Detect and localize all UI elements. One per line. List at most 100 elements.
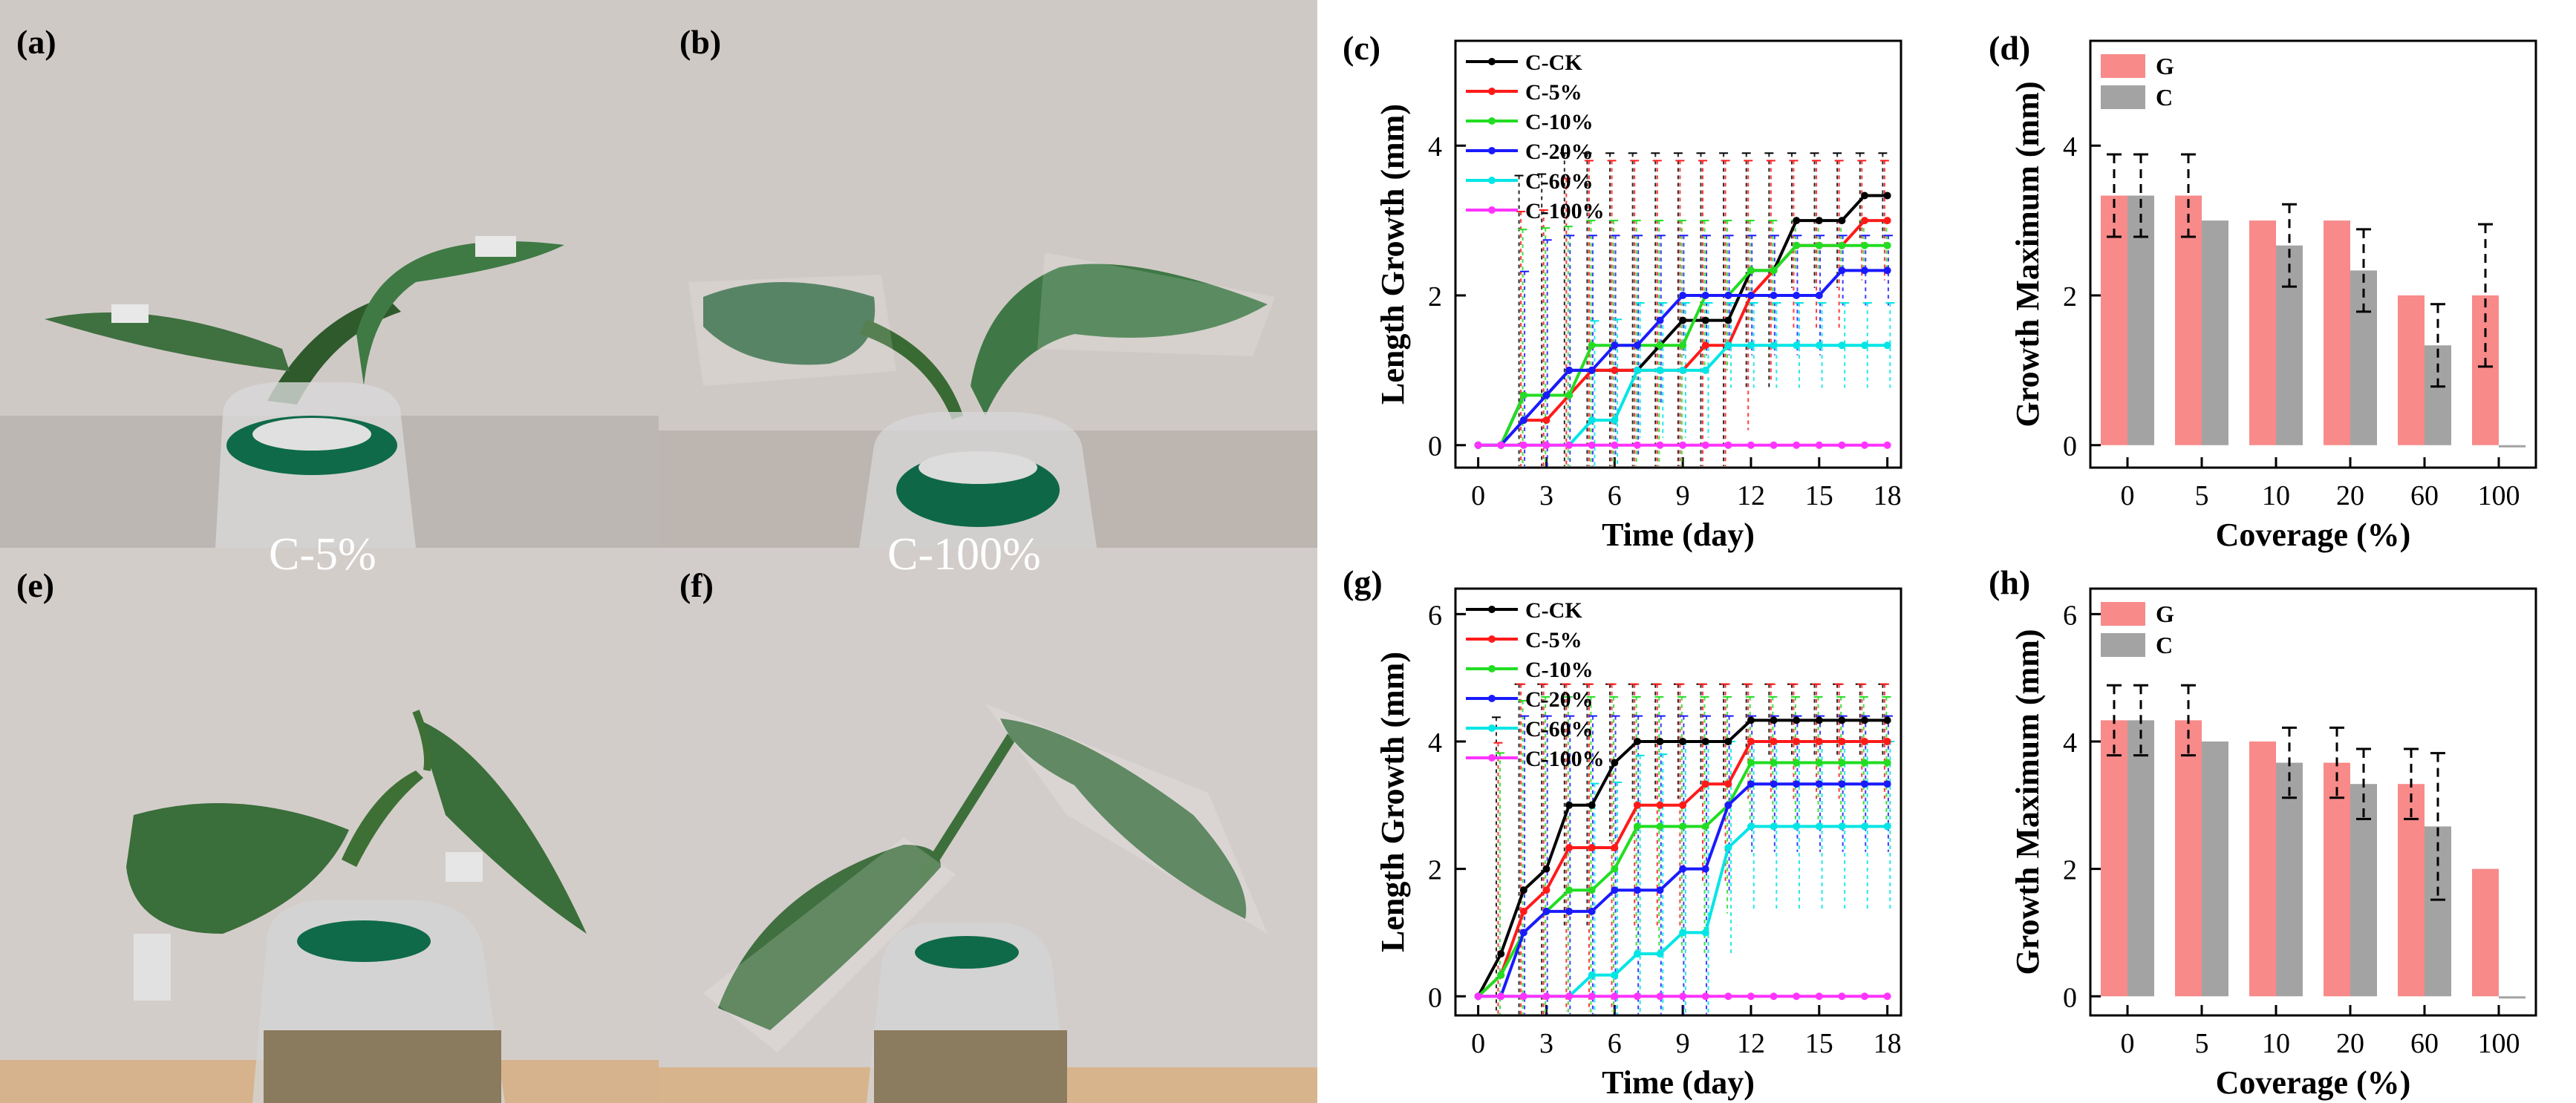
x-tick-label: 9 <box>1676 1028 1690 1059</box>
chart-c: 0 2 4 Length Growth (mm) Time (day) 0 3 6 9 12 15 1… <box>1322 0 1938 553</box>
series-line-C-60pct <box>1478 825 1888 998</box>
data-point <box>1724 801 1732 809</box>
data-point <box>1519 886 1527 894</box>
bar-G-60 <box>2398 295 2425 445</box>
data-point <box>1838 217 1846 225</box>
data-point <box>1770 266 1778 275</box>
x-tick-label: 20 <box>2336 480 2364 511</box>
data-point <box>1838 822 1846 831</box>
legend-swatch <box>2101 633 2145 657</box>
legend-marker <box>1488 177 1496 184</box>
x-tick-label: 15 <box>1805 480 1833 511</box>
photo-e <box>0 548 659 1103</box>
x-axis-label: Time (day) <box>1602 1064 1755 1101</box>
bar-C-20 <box>2350 270 2377 445</box>
data-point <box>1519 929 1527 937</box>
legend-label: C-20% <box>1525 140 1594 164</box>
legend-swatch <box>2101 85 2145 109</box>
data-point <box>1565 366 1574 374</box>
legend-marker <box>1488 724 1496 732</box>
data-point <box>1747 291 1755 299</box>
legend-label: C <box>2156 84 2173 111</box>
x-axis-label: Coverage (%) <box>2216 1064 2411 1101</box>
data-point <box>1815 341 1823 350</box>
data-point <box>1861 992 1869 1001</box>
x-tick-label: 0 <box>1471 480 1485 511</box>
photo-a <box>0 0 659 548</box>
data-point <box>1701 316 1709 324</box>
y-tick-label: 2 <box>2063 855 2077 886</box>
data-point <box>1838 759 1846 767</box>
x-tick-label: 5 <box>2195 480 2209 511</box>
data-point <box>1770 780 1778 788</box>
x-tick-label: 12 <box>1737 1028 1765 1059</box>
y-axis-label: Growth Maximum (mm) <box>2009 629 2046 975</box>
data-point <box>1633 886 1641 894</box>
legend-label: C-5% <box>1525 80 1582 105</box>
data-point <box>1656 801 1664 809</box>
x-tick-label: 6 <box>1608 480 1622 511</box>
panel-label-a: (a) <box>16 23 56 61</box>
data-point <box>1747 822 1755 831</box>
data-point <box>1542 907 1551 915</box>
data-point <box>1565 441 1574 449</box>
data-point <box>1770 992 1778 1001</box>
data-point <box>1633 366 1641 374</box>
x-tick-label: 0 <box>2121 1028 2135 1059</box>
data-point <box>1861 441 1869 449</box>
x-tick-label: 100 <box>2478 1028 2520 1059</box>
data-point <box>1565 907 1574 915</box>
data-point <box>1883 217 1891 225</box>
legend-label: C-CK <box>1525 598 1582 623</box>
x-tick-label: 100 <box>2478 480 2520 511</box>
data-point <box>1747 716 1755 724</box>
data-point <box>1724 844 1732 852</box>
data-point <box>1701 929 1709 937</box>
data-point <box>1588 992 1596 1001</box>
y-axis-label: Length Growth (mm) <box>1375 104 1411 405</box>
data-point <box>1883 192 1891 200</box>
photo-f <box>659 548 1317 1103</box>
y-tick-label: 2 <box>2063 281 2077 312</box>
data-point <box>1497 441 1505 449</box>
series-line-C-20pct <box>1478 782 1888 998</box>
data-point <box>1883 241 1891 249</box>
legend-marker <box>1488 117 1496 125</box>
data-point <box>1701 291 1709 299</box>
data-point <box>1770 341 1778 350</box>
data-point <box>1815 441 1823 449</box>
data-point <box>1611 865 1619 873</box>
data-point <box>1793 780 1801 788</box>
legend-marker <box>1488 665 1496 672</box>
data-point <box>1724 291 1732 299</box>
data-point <box>1588 844 1596 852</box>
data-point <box>1679 737 1687 745</box>
bar-C-10 <box>2276 762 2303 997</box>
caption-b: C-100% <box>887 529 1041 580</box>
y-tick-label: 4 <box>2063 727 2077 759</box>
data-point <box>1611 416 1619 425</box>
data-point <box>1542 865 1551 873</box>
data-point <box>1838 266 1846 275</box>
data-point <box>1611 759 1619 767</box>
data-point <box>1815 780 1823 788</box>
y-tick-label: 0 <box>1428 431 1442 462</box>
chart-d: 0 2 4 Growth Maximum (mm) Coverage (%) 0 5 10 20… <box>1953 0 2576 553</box>
data-point <box>1815 759 1823 767</box>
data-point <box>1883 780 1891 788</box>
data-point <box>1656 950 1664 958</box>
legend-label: C-5% <box>1525 628 1582 652</box>
bar-G-10 <box>2249 741 2276 997</box>
x-tick-label: 0 <box>2121 480 2135 511</box>
x-tick-label: 10 <box>2262 480 2290 511</box>
data-point <box>1793 291 1801 299</box>
data-point <box>1861 737 1869 745</box>
data-point <box>1861 341 1869 350</box>
data-point <box>1770 291 1778 299</box>
data-point <box>1519 416 1527 425</box>
data-point <box>1770 716 1778 724</box>
data-point <box>1815 737 1823 745</box>
legend-marker <box>1488 695 1496 702</box>
y-tick-label: 6 <box>2063 600 2077 631</box>
x-tick-label: 60 <box>2410 480 2439 511</box>
